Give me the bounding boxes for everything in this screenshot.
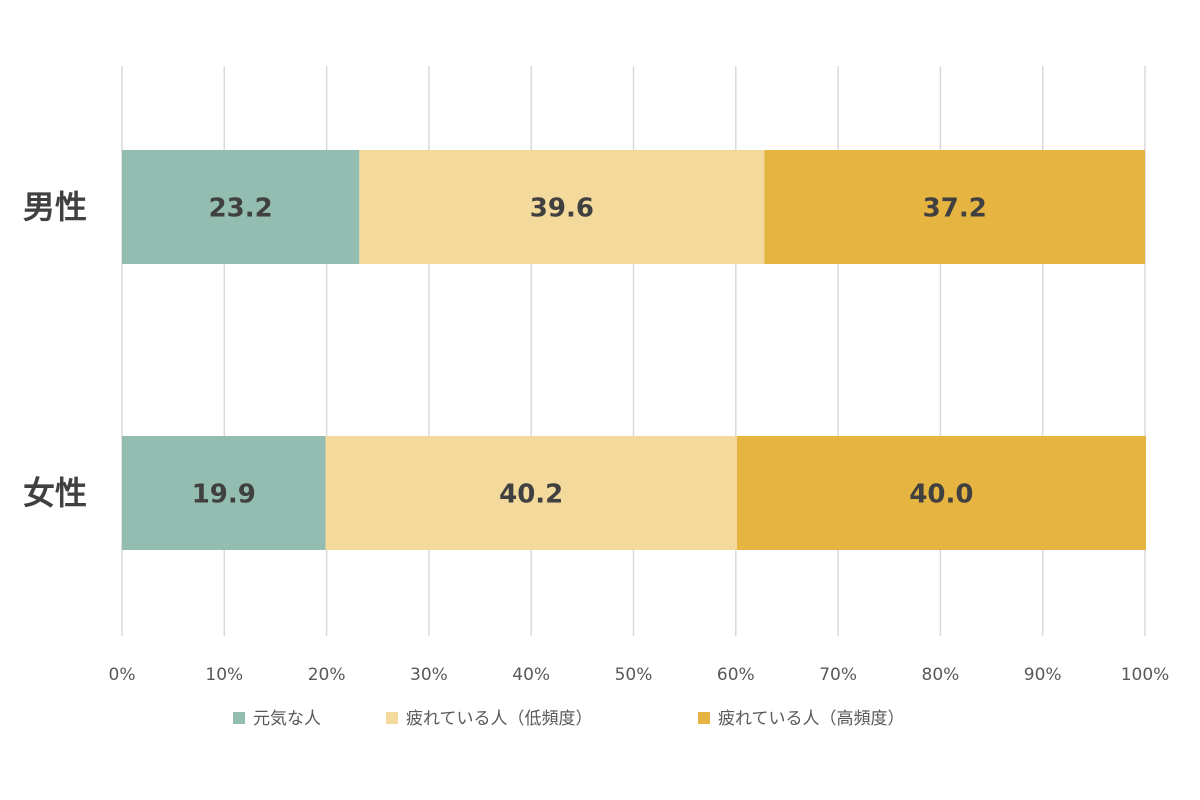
data-label: 37.2 [923,194,987,224]
x-tick-label: 10% [205,665,243,685]
x-axis-tick-labels: 0% 10% 20% 30% 40% 50% 60% 70% 80% 90% 100% [109,665,1170,685]
x-tick-label: 70% [819,665,857,685]
x-tick-label: 100% [1121,665,1170,685]
bar-segment [122,150,360,264]
bar-segment [325,436,737,550]
x-tick-label: 90% [1024,665,1062,685]
category-label: 男性 [23,188,87,226]
legend-label: 元気な人 [253,709,321,729]
x-tick-label: 60% [717,665,755,685]
data-labels: 23.2 39.6 37.2 19.9 40.2 40.0 [192,194,987,510]
legend-swatch [386,712,398,724]
data-label: 40.2 [499,480,563,510]
x-tick-label: 0% [109,665,136,685]
bar-segments [122,150,1147,550]
legend-label: 疲れている人（低頻度） [406,709,593,729]
x-tick-label: 30% [410,665,448,685]
legend-swatch [698,712,710,724]
bar-segment [122,436,326,550]
data-label: 23.2 [209,194,273,224]
bar-segment [764,150,1145,264]
legend-label: 疲れている人（高頻度） [718,709,905,729]
category-label: 女性 [23,474,87,512]
x-tick-label: 20% [308,665,346,685]
x-tick-label: 40% [512,665,550,685]
x-tick-label: 80% [922,665,960,685]
legend-swatch [233,712,245,724]
data-label: 40.0 [909,480,973,510]
bar-segment [736,436,1147,550]
data-label: 19.9 [192,480,256,510]
bar-segment [359,150,765,264]
data-label: 39.6 [530,194,594,224]
legend: 元気な人 疲れている人（低頻度） 疲れている人（高頻度） [233,709,905,729]
x-tick-label: 50% [615,665,653,685]
